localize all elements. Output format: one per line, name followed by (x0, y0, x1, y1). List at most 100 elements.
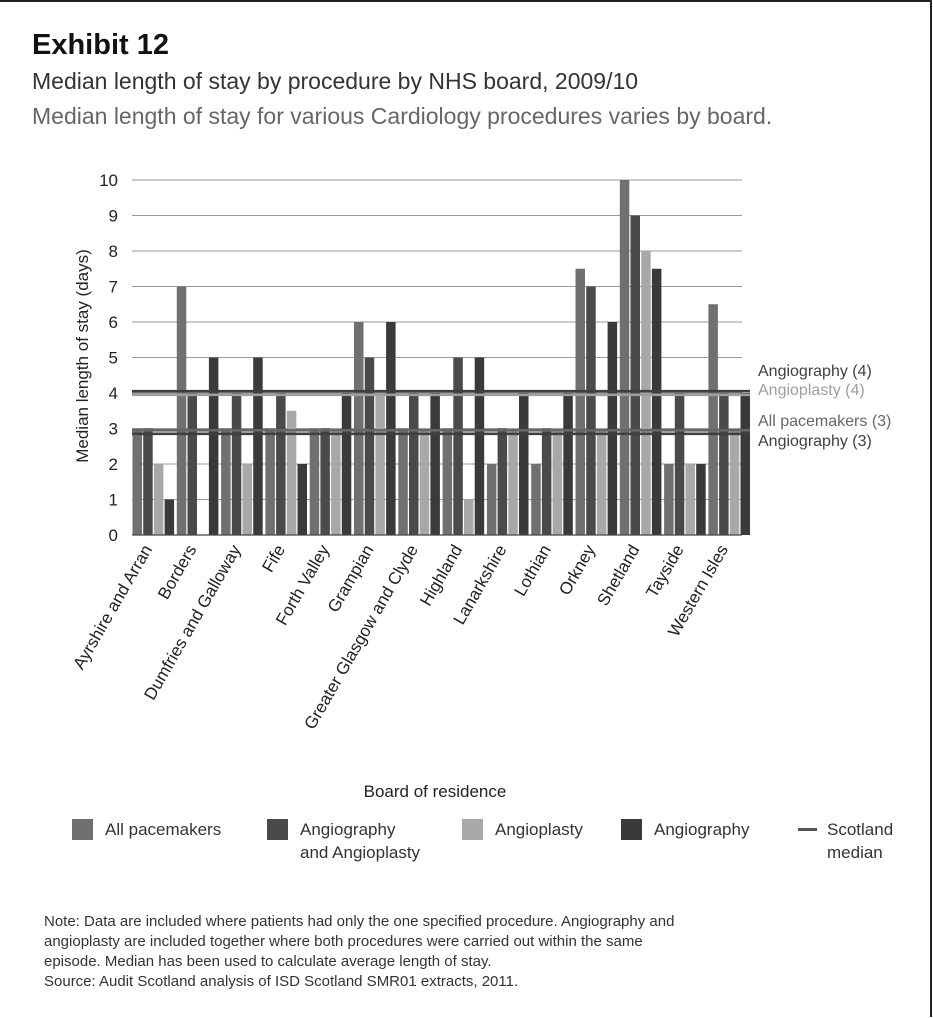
note-line: angioplasty are included together where … (44, 933, 643, 950)
legend-label-line: and Angioplasty (300, 843, 421, 862)
bar (331, 428, 341, 535)
bar (442, 428, 453, 535)
x-axis-label: Board of residence (364, 782, 507, 800)
y-tick-label: 9 (109, 207, 118, 226)
bar (419, 428, 430, 535)
legend-color-swatch (462, 819, 483, 840)
bar (729, 428, 740, 535)
bar (674, 393, 685, 535)
bar-chart: 0 1 2 3 4 5 6 7 8 9 10 Angiography (4) Angioplasty (… (69, 171, 891, 800)
bar (552, 428, 563, 535)
median-line-label: Angiography (4) (758, 363, 872, 380)
bar (453, 357, 463, 535)
source-line: Source: Audit Scotland analysis of ISD S… (44, 973, 519, 990)
legend-item: Angioplasty (462, 818, 583, 841)
bar (354, 322, 364, 535)
bar (187, 393, 197, 535)
chart-title: Median length of stay by procedure by NH… (32, 68, 639, 94)
x-tick-label: Borders (154, 542, 200, 603)
y-tick-label: 1 (109, 491, 118, 510)
note-line: episode. Median has been used to calcula… (44, 953, 492, 970)
bar (486, 464, 497, 535)
x-tick-label: Ayrshire and Arran (69, 542, 156, 673)
bar (297, 464, 307, 535)
bar (430, 393, 440, 535)
legend-label-line: Angiography (300, 820, 396, 839)
x-tick-label: Tayside (642, 542, 687, 601)
x-tick-label: Dumfries and Galloway (140, 541, 245, 703)
legend-label-line: Angioplasty (495, 820, 583, 839)
legend-item: Angiography and Angioplasty (267, 818, 420, 864)
x-tick-label: Fife (258, 542, 289, 576)
legend-line-swatch (798, 828, 817, 831)
legend-label: Angioplasty (495, 818, 583, 841)
legend-color-swatch (621, 819, 642, 840)
y-tick-label: 2 (109, 455, 118, 474)
bar (164, 499, 175, 535)
y-tick-label: 6 (109, 313, 118, 332)
exhibit-label: Exhibit 12 (32, 29, 169, 61)
legend-label-line: median (827, 843, 883, 862)
legend-color-swatch (72, 819, 93, 840)
bar (586, 286, 596, 535)
bar (286, 410, 297, 535)
y-axis-label: Median length of stay (days) (73, 249, 92, 463)
y-tick-label: 3 (109, 420, 118, 439)
bar (364, 357, 375, 535)
bar (630, 215, 640, 535)
bar (619, 180, 630, 535)
legend-label-line: All pacemakers (105, 820, 222, 839)
bar (153, 464, 164, 535)
x-tick-label: Highland (416, 542, 466, 610)
chart-subtitle: Median length of stay for various Cardio… (32, 103, 773, 129)
bar (719, 393, 729, 535)
bar (641, 251, 651, 535)
note-line: Note: Data are included where patients h… (44, 913, 675, 930)
median-line-label: Angiography (3) (758, 433, 872, 450)
bar (176, 286, 187, 535)
bar (541, 428, 552, 535)
legend-label: Angiography (654, 818, 749, 841)
bar (596, 428, 607, 535)
x-tick-label: Shetland (593, 542, 643, 610)
bar (519, 393, 529, 535)
bar (409, 393, 419, 535)
bar (231, 393, 242, 535)
legend-label-line: Angiography (654, 820, 750, 839)
legend-label-line: Scotland (827, 820, 894, 839)
legend-item: All pacemakers (72, 818, 221, 841)
bar (575, 268, 585, 535)
bar (386, 322, 396, 535)
bar (221, 428, 231, 535)
bar (685, 464, 695, 535)
x-tick-label: Lothian (510, 542, 554, 600)
legend-label: Scotland median (827, 818, 893, 864)
bar (375, 393, 385, 535)
bar (265, 428, 275, 535)
median-line-label: Angioplasty (4) (758, 382, 865, 399)
chart-legend: All pacemakers Angiography and Angioplasty… (0, 815, 933, 875)
bar (531, 464, 541, 535)
y-tick-label: 7 (109, 278, 118, 297)
legend-label: Angiography and Angioplasty (300, 818, 420, 864)
bar (696, 464, 706, 535)
bar (320, 428, 330, 535)
bar (132, 428, 142, 535)
bar (497, 428, 508, 535)
bar (242, 464, 252, 535)
y-tick-label: 0 (109, 526, 118, 545)
bar (708, 304, 718, 535)
x-tick-label: Orkney (555, 541, 599, 598)
bar (143, 428, 153, 535)
bar (253, 357, 263, 535)
bar (464, 499, 474, 535)
notes-block: Note: Data are included where patients h… (44, 912, 904, 992)
bar (563, 393, 573, 535)
bar (309, 428, 320, 535)
bar (341, 393, 352, 535)
bar (474, 357, 485, 535)
legend-color-swatch (267, 819, 288, 840)
legend-item: Angiography (621, 818, 749, 841)
bar (276, 393, 286, 535)
